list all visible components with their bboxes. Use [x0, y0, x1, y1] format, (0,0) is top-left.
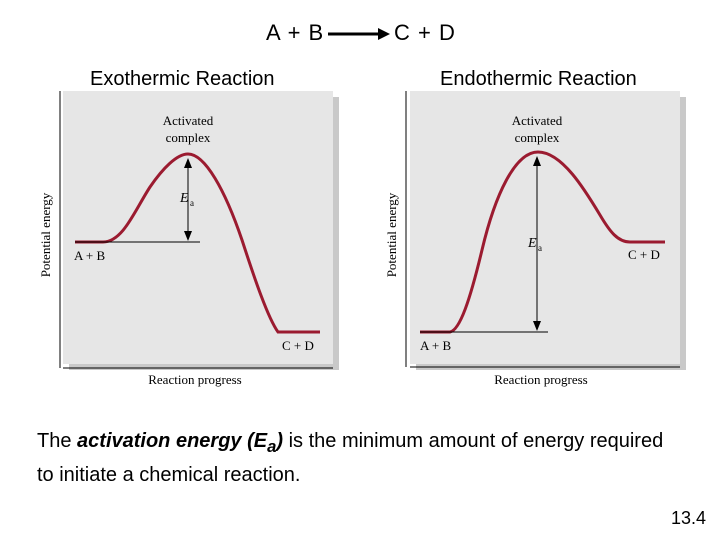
endothermic-activated-label: Activated: [512, 113, 563, 128]
exothermic-ea-subscript: a: [190, 198, 194, 208]
endothermic-ea-symbol: E: [527, 236, 537, 251]
endothermic-product-label: C + D: [628, 247, 660, 262]
exothermic-reactant-label: A + B: [74, 248, 106, 263]
endothermic-complex-label: complex: [515, 130, 560, 145]
exothermic-ea-symbol: E: [179, 191, 189, 206]
definition-term-close: ): [276, 430, 284, 452]
exothermic-activated-label: Activated: [163, 113, 214, 128]
endothermic-caption: Endothermic Reaction: [440, 68, 637, 90]
exothermic-panel-background: [63, 91, 333, 364]
definition-term: activation energy (E: [77, 430, 268, 452]
exothermic-caption: Exothermic Reaction: [90, 68, 275, 90]
exothermic-panel: Activated complex E a A + B C + D Reacti…: [38, 91, 339, 387]
definition-term-subscript: a: [267, 437, 277, 456]
definition-text: The activation energy (Ea) is the minimu…: [37, 427, 677, 489]
definition-body: is the minimum amount of energy required…: [37, 430, 664, 486]
definition-lead: The: [37, 430, 78, 452]
equation-reactants: A + B: [266, 20, 325, 45]
equation-products: C + D: [394, 20, 456, 45]
endothermic-reactant-label: A + B: [420, 338, 452, 353]
exothermic-energy-curve: [75, 152, 320, 334]
slide-number: 13.4: [670, 508, 706, 528]
endothermic-panel: Activated complex E a A + B C + D Reacti…: [384, 91, 686, 387]
endothermic-panel-background: [410, 91, 680, 364]
exothermic-product-label: C + D: [282, 338, 314, 353]
exothermic-complex-label: complex: [166, 130, 211, 145]
reaction-arrow-icon: [328, 28, 390, 40]
exothermic-y-label: Potential energy: [38, 192, 53, 277]
endothermic-ea-subscript: a: [538, 243, 542, 253]
endothermic-x-label: Reaction progress: [494, 372, 588, 387]
endothermic-energy-curve: [420, 150, 665, 334]
endothermic-y-label: Potential energy: [384, 192, 399, 277]
exothermic-x-label: Reaction progress: [148, 372, 242, 387]
